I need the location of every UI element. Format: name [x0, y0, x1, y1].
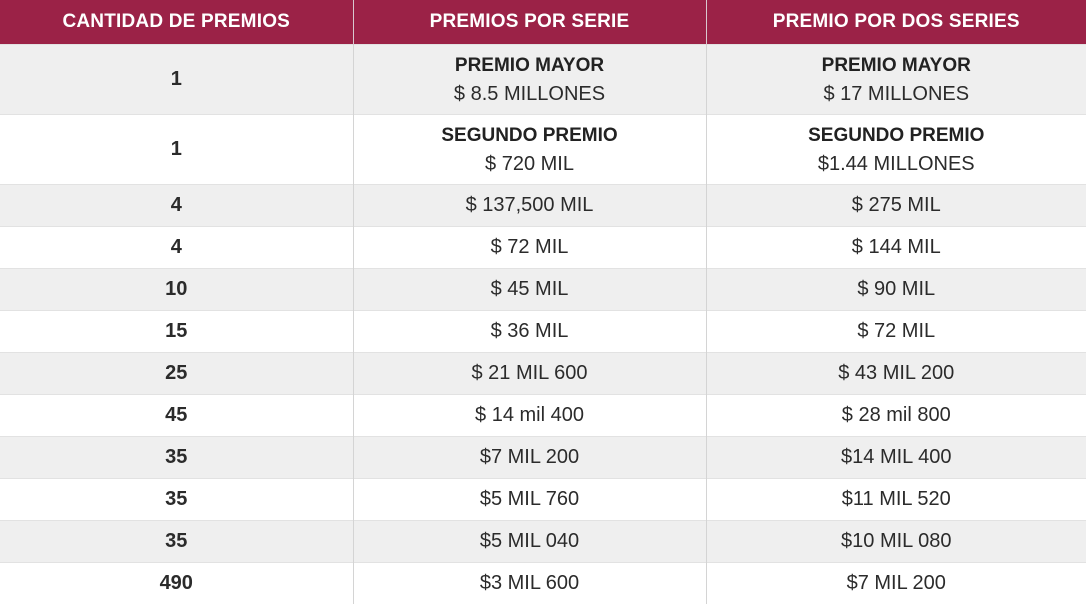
serie-cell: $ 72 MIL [352, 226, 706, 269]
dos-series-cell: $11 MIL 520 [705, 478, 1086, 521]
prize-amount: $ 8.5 MILLONES [453, 82, 606, 105]
header-row: CANTIDAD DE PREMIOS PREMIOS POR SERIE PR… [0, 0, 1086, 45]
serie-cell: $7 MIL 200 [352, 436, 706, 479]
header-cantidad-de-premios: CANTIDAD DE PREMIOS [0, 0, 353, 45]
serie-cell: SEGUNDO PREMIO $ 720 MIL [352, 114, 706, 185]
dos-series-cell: $ 28 mil 800 [705, 394, 1086, 437]
serie-cell: $ 14 mil 400 [352, 394, 706, 437]
table-row: 25 $ 21 MIL 600 $ 43 MIL 200 [0, 352, 1086, 395]
table-row-segundo-premio: 1 SEGUNDO PREMIO $ 720 MIL SEGUNDO PREMI… [0, 114, 1086, 185]
header-premios-por-serie: PREMIOS POR SERIE [352, 0, 706, 45]
prize-amount: $ 17 MILLONES [823, 82, 970, 105]
table-row: 4 $ 137,500 MIL $ 275 MIL [0, 184, 1086, 227]
count-cell: 15 [0, 310, 353, 353]
table-row: 45 $ 14 mil 400 $ 28 mil 800 [0, 394, 1086, 437]
dos-series-cell: $ 43 MIL 200 [705, 352, 1086, 395]
count-cell: 35 [0, 478, 353, 521]
table-row: 35 $5 MIL 040 $10 MIL 080 [0, 520, 1086, 563]
table-row: 15 $ 36 MIL $ 72 MIL [0, 310, 1086, 353]
table-header: CANTIDAD DE PREMIOS PREMIOS POR SERIE PR… [0, 0, 1086, 45]
count-cell: 45 [0, 394, 353, 437]
dos-series-cell: $ 144 MIL [705, 226, 1086, 269]
dos-series-cell: $ 275 MIL [705, 184, 1086, 227]
table-row-premio-mayor: 1 PREMIO MAYOR $ 8.5 MILLONES PREMIO MAY… [0, 44, 1086, 115]
count-cell: 10 [0, 268, 353, 311]
dos-series-cell: $14 MIL 400 [705, 436, 1086, 479]
count-cell: 4 [0, 184, 353, 227]
table-row: 4 $ 72 MIL $ 144 MIL [0, 226, 1086, 269]
count-cell: 1 [0, 44, 353, 115]
prize-name: PREMIO MAYOR [821, 54, 971, 76]
count-cell: 490 [0, 562, 353, 604]
prize-name: PREMIO MAYOR [454, 54, 605, 76]
serie-cell: $3 MIL 600 [352, 562, 706, 604]
header-premio-por-dos-series: PREMIO POR DOS SERIES [705, 0, 1086, 45]
table-row: 35 $7 MIL 200 $14 MIL 400 [0, 436, 1086, 479]
table-body: 1 PREMIO MAYOR $ 8.5 MILLONES PREMIO MAY… [0, 44, 1086, 604]
serie-cell: $5 MIL 040 [352, 520, 706, 563]
dos-series-cell: $7 MIL 200 [705, 562, 1086, 604]
prize-name: SEGUNDO PREMIO [441, 124, 618, 146]
serie-cell: PREMIO MAYOR $ 8.5 MILLONES [352, 44, 706, 115]
serie-cell: $ 137,500 MIL [352, 184, 706, 227]
count-cell: 25 [0, 352, 353, 395]
table-row: 10 $ 45 MIL $ 90 MIL [0, 268, 1086, 311]
dos-series-cell: $10 MIL 080 [705, 520, 1086, 563]
count-cell: 1 [0, 114, 353, 185]
count-cell: 35 [0, 520, 353, 563]
dos-series-cell: PREMIO MAYOR $ 17 MILLONES [705, 44, 1086, 115]
serie-cell: $5 MIL 760 [352, 478, 706, 521]
prize-name: SEGUNDO PREMIO [808, 124, 985, 146]
serie-cell: $ 36 MIL [352, 310, 706, 353]
count-cell: 35 [0, 436, 353, 479]
prize-amount: $ 720 MIL [485, 152, 574, 175]
dos-series-cell: SEGUNDO PREMIO $1.44 MILLONES [705, 114, 1086, 185]
count-cell: 4 [0, 226, 353, 269]
table-row: 490 $3 MIL 600 $7 MIL 200 [0, 562, 1086, 604]
prize-amount: $1.44 MILLONES [817, 152, 975, 175]
dos-series-cell: $ 72 MIL [705, 310, 1086, 353]
dos-series-cell: $ 90 MIL [705, 268, 1086, 311]
serie-cell: $ 45 MIL [352, 268, 706, 311]
serie-cell: $ 21 MIL 600 [352, 352, 706, 395]
table-row: 35 $5 MIL 760 $11 MIL 520 [0, 478, 1086, 521]
